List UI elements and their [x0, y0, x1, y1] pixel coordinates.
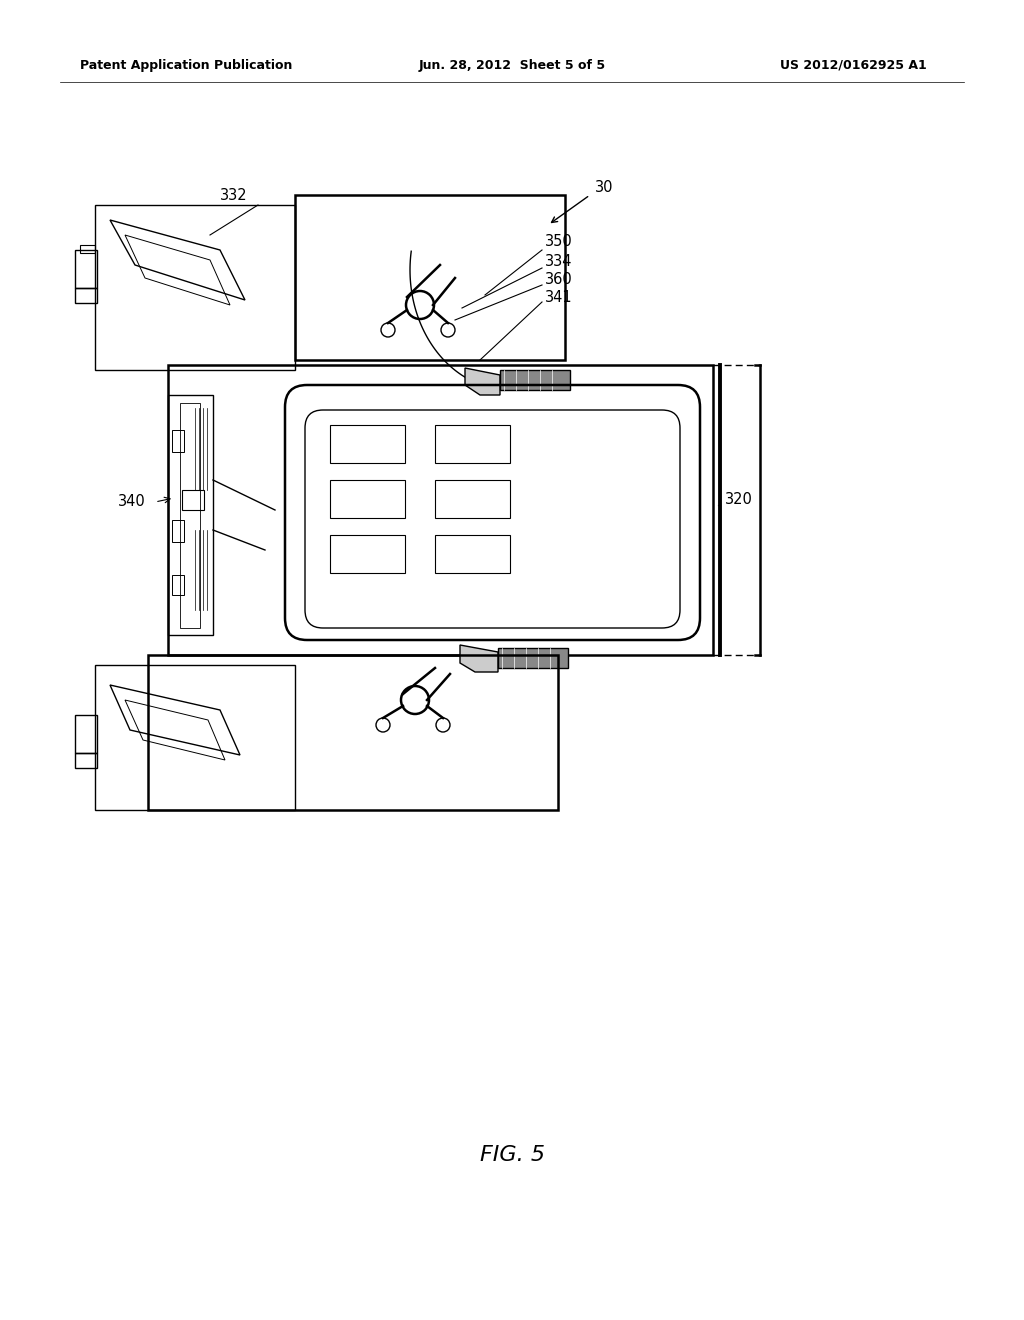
Bar	[95, 205, 295, 370]
Polygon shape	[460, 645, 498, 672]
Text: FIG. 5: FIG. 5	[479, 1144, 545, 1166]
Bar	[180, 403, 200, 628]
Bar	[435, 535, 510, 573]
Text: 334: 334	[545, 255, 572, 269]
Bar	[95, 665, 295, 810]
Bar	[75, 249, 97, 288]
Bar	[168, 395, 213, 635]
Bar	[295, 195, 565, 360]
Bar	[75, 752, 97, 768]
Bar	[330, 535, 406, 573]
Text: 360: 360	[545, 272, 572, 288]
Text: 341: 341	[545, 289, 572, 305]
Bar	[182, 490, 204, 510]
Polygon shape	[465, 368, 500, 395]
Bar	[148, 655, 558, 810]
Bar	[75, 715, 97, 752]
Bar	[172, 430, 184, 451]
Text: Jun. 28, 2012  Sheet 5 of 5: Jun. 28, 2012 Sheet 5 of 5	[419, 58, 605, 71]
Bar	[80, 246, 95, 253]
Bar	[330, 425, 406, 463]
Text: US 2012/0162925 A1: US 2012/0162925 A1	[780, 58, 927, 71]
Bar	[172, 520, 184, 543]
Text: 30: 30	[595, 181, 613, 195]
Bar	[75, 288, 97, 304]
Text: 340: 340	[118, 495, 145, 510]
Text: 350: 350	[545, 235, 572, 249]
Bar	[500, 370, 570, 389]
Bar	[330, 480, 406, 517]
Bar	[168, 366, 713, 655]
Bar	[172, 576, 184, 595]
Bar	[435, 480, 510, 517]
Text: 332: 332	[220, 187, 248, 202]
Text: 320: 320	[725, 492, 753, 507]
Text: Patent Application Publication: Patent Application Publication	[80, 58, 293, 71]
Bar	[435, 425, 510, 463]
Bar	[498, 648, 568, 668]
